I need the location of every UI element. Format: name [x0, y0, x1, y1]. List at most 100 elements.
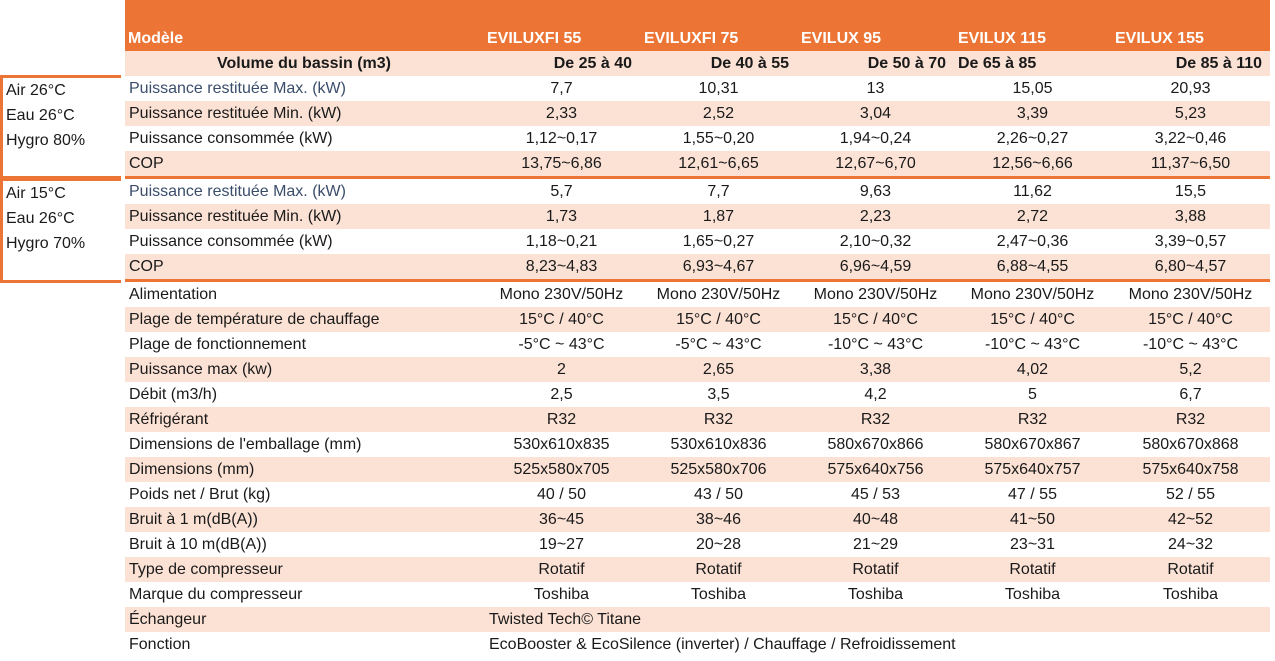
row-value: R32 [640, 407, 797, 432]
model-name: EVILUX 155 [1111, 0, 1270, 51]
condition-line: Air 26°C [6, 82, 66, 99]
row-value: 575x640x756 [797, 457, 954, 482]
row-value: R32 [483, 407, 640, 432]
row-value: 2,26~0,27 [954, 126, 1111, 151]
row-value: 530x610x836 [640, 432, 797, 457]
row-label: Puissance consommée (kW) [125, 126, 483, 151]
row-label: Plage de fonctionnement [125, 332, 483, 357]
row-value: 23~31 [954, 532, 1111, 557]
row-value: 15°C / 40°C [483, 307, 640, 332]
row-label: Puissance restituée Max. (kW) [125, 177, 483, 204]
row-value: 41~50 [954, 507, 1111, 532]
row-value: R32 [1111, 407, 1270, 432]
row-value: 11,62 [954, 177, 1111, 204]
row-value: 5,2 [1111, 357, 1270, 382]
row-value: 5 [954, 382, 1111, 407]
table-row: Débit (m3/h) 2,5 3,5 4,2 5 6,7 [125, 382, 1270, 407]
row-value: Toshiba [1111, 582, 1270, 607]
condition-box-1: Air 26°C Eau 26°C Hygro 80% [0, 75, 121, 179]
row-value: -5°C ~ 43°C [483, 332, 640, 357]
row-value: Mono 230V/50Hz [797, 280, 954, 307]
row-value: 4,02 [954, 357, 1111, 382]
row-value: 12,61~6,65 [640, 151, 797, 179]
row-value: 2,72 [954, 204, 1111, 229]
row-value: 8,23~4,83 [483, 254, 640, 282]
row-label: Puissance restituée Min. (kW) [125, 204, 483, 229]
row-label: Poids net / Brut (kg) [125, 482, 483, 507]
row-value: Rotatif [797, 557, 954, 582]
volume-header-row: Volume du bassin (m3) De 25 à 40 De 40 à… [125, 51, 1270, 76]
row-value: 5,23 [1111, 101, 1270, 126]
row-value: 40 / 50 [483, 482, 640, 507]
row-value: 525x580x706 [640, 457, 797, 482]
row-value: 45 / 53 [797, 482, 954, 507]
table-row: Puissance max (kw) 2 2,65 3,38 4,02 5,2 [125, 357, 1270, 382]
row-value: 19~27 [483, 532, 640, 557]
row-value: 2,52 [640, 101, 797, 126]
row-label: Réfrigérant [125, 407, 483, 432]
row-value: 3,38 [797, 357, 954, 382]
table-row: Poids net / Brut (kg) 40 / 50 43 / 50 45 / … [125, 482, 1270, 507]
row-label: Plage de température de chauffage [125, 307, 483, 332]
row-label: Puissance consommée (kW) [125, 229, 483, 254]
row-value: 7,7 [483, 76, 640, 101]
row-value: 525x580x705 [483, 457, 640, 482]
model-label: Modèle [125, 0, 483, 51]
row-label: Bruit à 1 m(dB(A)) [125, 507, 483, 532]
table-row: Puissance consommée (kW) 1,18~0,21 1,65~0,… [125, 229, 1270, 254]
row-value: 6,7 [1111, 382, 1270, 407]
row-value: 4,2 [797, 382, 954, 407]
table-row: Puissance restituée Max. (kW) 7,7 10,31 13 1… [125, 76, 1270, 101]
row-label: Débit (m3/h) [125, 382, 483, 407]
row-label: Échangeur [125, 607, 483, 632]
volume-range: De 65 à 85 [954, 51, 1111, 76]
volume-range: De 40 à 55 [640, 51, 797, 76]
model-name: EVILUXFI 75 [640, 0, 797, 51]
table-row: Bruit à 1 m(dB(A)) 36~45 38~46 40~48 41~50 42… [125, 507, 1270, 532]
table-row: Alimentation Mono 230V/50Hz Mono 230V/50Hz… [125, 280, 1270, 307]
row-value: 20~28 [640, 532, 797, 557]
row-value: Toshiba [797, 582, 954, 607]
condition-line: Hygro 80% [6, 132, 86, 149]
row-value: 9,63 [797, 177, 954, 204]
table-row: Plage de température de chauffage 15°C / … [125, 307, 1270, 332]
row-value-span: Twisted Tech© Titane [483, 607, 1270, 632]
row-label: Alimentation [125, 280, 483, 307]
row-value: 21~29 [797, 532, 954, 557]
table-row: Échangeur Twisted Tech© Titane [125, 607, 1270, 632]
row-value: 47 / 55 [954, 482, 1111, 507]
model-name: EVILUXFI 55 [483, 0, 640, 51]
row-label: Dimensions (mm) [125, 457, 483, 482]
table-row: Fonction EcoBooster & EcoSilence (inverte… [125, 632, 1270, 657]
row-value: R32 [797, 407, 954, 432]
row-value: 3,04 [797, 101, 954, 126]
row-label: Type de compresseur [125, 557, 483, 582]
row-value: 1,18~0,21 [483, 229, 640, 254]
table-row: Puissance restituée Min. (kW) 1,73 1,87 2,2… [125, 204, 1270, 229]
row-value: 580x670x868 [1111, 432, 1270, 457]
row-label: COP [125, 151, 483, 179]
row-value: 24~32 [1111, 532, 1270, 557]
row-value: 42~52 [1111, 507, 1270, 532]
row-label: Puissance restituée Max. (kW) [125, 76, 483, 101]
row-value: 2,65 [640, 357, 797, 382]
row-value: -10°C ~ 43°C [1111, 332, 1270, 357]
row-value: 6,88~4,55 [954, 254, 1111, 282]
table-row: Puissance restituée Min. (kW) 2,33 2,52 3,0… [125, 101, 1270, 126]
row-value: 2 [483, 357, 640, 382]
condition-line: Air 15°C [6, 185, 66, 202]
row-value: 13,75~6,86 [483, 151, 640, 179]
row-value: 2,23 [797, 204, 954, 229]
volume-range: De 25 à 40 [483, 51, 640, 76]
row-value: -5°C ~ 43°C [640, 332, 797, 357]
row-value: Rotatif [640, 557, 797, 582]
row-label: COP [125, 254, 483, 282]
row-value: 13 [797, 76, 954, 101]
row-value: 3,88 [1111, 204, 1270, 229]
row-value: -10°C ~ 43°C [954, 332, 1111, 357]
row-value-span: EcoBooster & EcoSilence (inverter) / Cha… [483, 632, 1270, 657]
table-row: Puissance restituée Max. (kW) 5,7 7,7 9,63 1… [125, 177, 1270, 204]
table-row: COP 8,23~4,83 6,93~4,67 6,96~4,59 6,88~4,55 6… [125, 254, 1270, 282]
volume-range: De 85 à 110 [1111, 51, 1270, 76]
row-value: 1,87 [640, 204, 797, 229]
